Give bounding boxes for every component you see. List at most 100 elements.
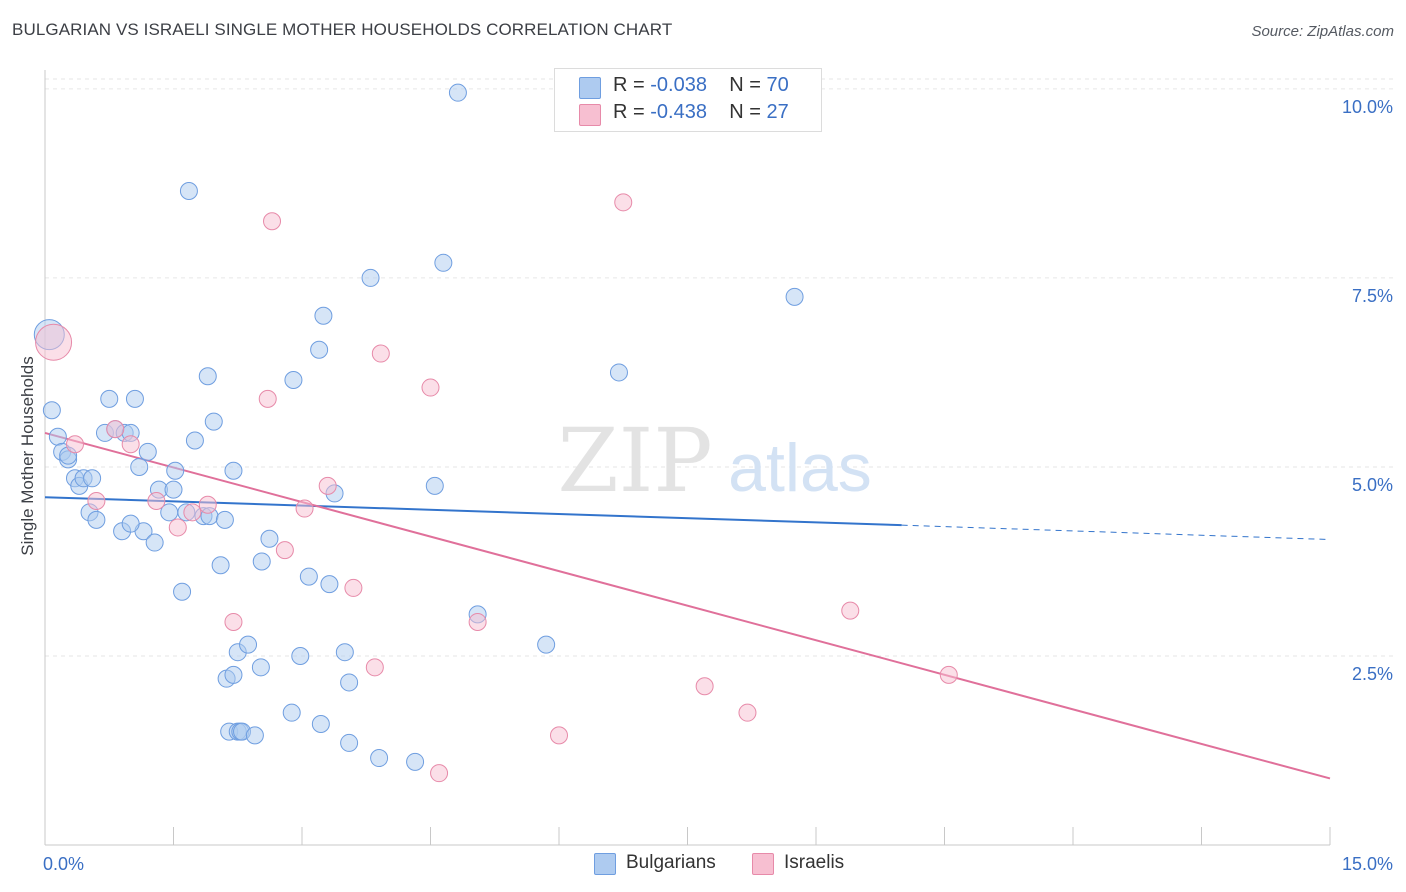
israelis-swatch — [579, 104, 601, 126]
israelis-point — [198, 495, 217, 514]
israelis-n-label: N = — [729, 101, 761, 123]
bulgarians-n-value: 70 — [766, 74, 789, 96]
israelis-point — [421, 378, 440, 397]
bulgarians-point — [284, 371, 303, 389]
bulgarians-point — [100, 389, 119, 408]
israelis-r-label: R = — [613, 101, 645, 123]
y-tick-label: 2.5% — [1352, 664, 1393, 684]
bulgarians-point — [179, 181, 198, 200]
israelis-point — [430, 764, 449, 783]
israelis-point — [183, 503, 202, 522]
israelis-point — [65, 435, 84, 454]
israelis-point — [738, 703, 757, 722]
y-tick-label: 5.0% — [1352, 475, 1393, 495]
israelis-point — [344, 578, 363, 597]
legend-label-israelis: Israelis — [784, 852, 845, 873]
israelis-point — [295, 499, 314, 518]
bulgarians-point — [138, 442, 157, 461]
y-tick-label: 7.5% — [1352, 286, 1393, 306]
bulgarians-point — [215, 510, 234, 529]
data-points — [33, 83, 958, 783]
israelis-point — [87, 491, 106, 510]
bulgarians-point — [125, 389, 144, 408]
israelis-point — [695, 677, 714, 696]
bulgarians-point — [282, 703, 301, 722]
bulgarians-point — [173, 582, 192, 601]
source-credit: Source: ZipAtlas.com — [1251, 23, 1394, 40]
stats-box: R = -0.038 N = 70 R = -0.438 N = 27 — [554, 68, 822, 132]
bulgarians-point — [340, 673, 359, 692]
bulgarians-point — [310, 340, 329, 359]
bulgarians-swatch — [579, 77, 601, 99]
legend-swatch-bulgarians — [594, 853, 616, 875]
bulgarians-point — [204, 412, 223, 431]
bulgarians-point — [361, 268, 380, 287]
bulgarians-point — [291, 646, 310, 665]
bulgarians-point — [425, 476, 444, 495]
tick-labels: 2.5% 5.0% 7.5% 10.0% 0.0% 15.0% — [43, 97, 1393, 874]
bulgarians-point — [785, 287, 804, 306]
bulgarians-point — [224, 461, 243, 480]
israelis-point — [168, 518, 187, 537]
bulgarians-point — [83, 469, 102, 488]
israelis-point — [263, 212, 282, 231]
bulgarians-point — [185, 431, 204, 450]
bulgarians-r-value: -0.038 — [650, 74, 707, 96]
bulgarians-point — [537, 635, 556, 654]
bulgarians-point — [609, 363, 628, 382]
bulgarians-point — [252, 552, 271, 571]
watermark-atlas: atlas — [728, 430, 872, 506]
bulgarians-point — [87, 510, 106, 529]
bulgarians-point — [145, 533, 164, 552]
bulgarians-point — [320, 575, 339, 594]
bulgarians-point — [260, 529, 279, 548]
bulgarians-point — [48, 427, 67, 446]
israelis-point — [106, 420, 125, 439]
israelis-point — [468, 612, 487, 631]
bulgarians-point — [42, 401, 61, 420]
bulgarians-point — [299, 567, 318, 586]
israelis-point — [371, 344, 390, 363]
watermark: ZIP atlas — [557, 409, 871, 512]
israelis-point — [614, 193, 633, 212]
x-tick-label: 15.0% — [1342, 854, 1393, 874]
axes — [44, 70, 1331, 846]
legend-swatch-israelis — [752, 853, 774, 875]
bulgarians-trend-extension — [901, 524, 1331, 541]
watermark-zip: ZIP — [557, 409, 712, 512]
bulgarians-point — [340, 733, 359, 752]
israelis-point — [258, 389, 277, 408]
legend-label-bulgarians: Bulgarians — [626, 852, 716, 873]
bulgarians-point — [166, 461, 185, 480]
bulgarians-point — [198, 367, 217, 386]
israelis-trend-line — [44, 431, 1331, 780]
bulgarians-point — [314, 306, 333, 325]
chart-title: BULGARIAN VS ISRAELI SINGLE MOTHER HOUSE… — [12, 20, 673, 39]
israelis-r-value: -0.438 — [650, 101, 707, 123]
trend-lines — [44, 431, 1331, 780]
israelis-point — [121, 435, 140, 454]
israelis-point — [275, 541, 294, 560]
israelis-point — [841, 601, 860, 620]
bulgarians-point — [211, 556, 230, 575]
israelis-point — [939, 665, 958, 684]
israelis-point — [365, 658, 384, 677]
bulgarians-point — [245, 726, 264, 745]
israelis-point — [35, 323, 73, 361]
israelis-point — [147, 491, 166, 510]
israelis-point — [550, 726, 568, 745]
bulgarians-point — [370, 749, 389, 768]
bulgarians-point — [434, 253, 453, 272]
bulgarians-point — [239, 635, 258, 654]
bulgarians-point — [224, 665, 243, 684]
grid-lines — [45, 78, 1395, 657]
bulgarians-point — [164, 480, 183, 499]
israelis-point — [224, 612, 243, 631]
bulgarians-point — [448, 83, 467, 102]
bulgarians-point — [121, 514, 140, 533]
bulgarians-point — [130, 457, 149, 476]
bulgarians-trend-line — [44, 496, 902, 527]
israelis-n-value: 27 — [766, 101, 789, 123]
bulgarians-r-label: R = — [613, 74, 645, 96]
bulgarians-n-label: N = — [729, 74, 761, 96]
